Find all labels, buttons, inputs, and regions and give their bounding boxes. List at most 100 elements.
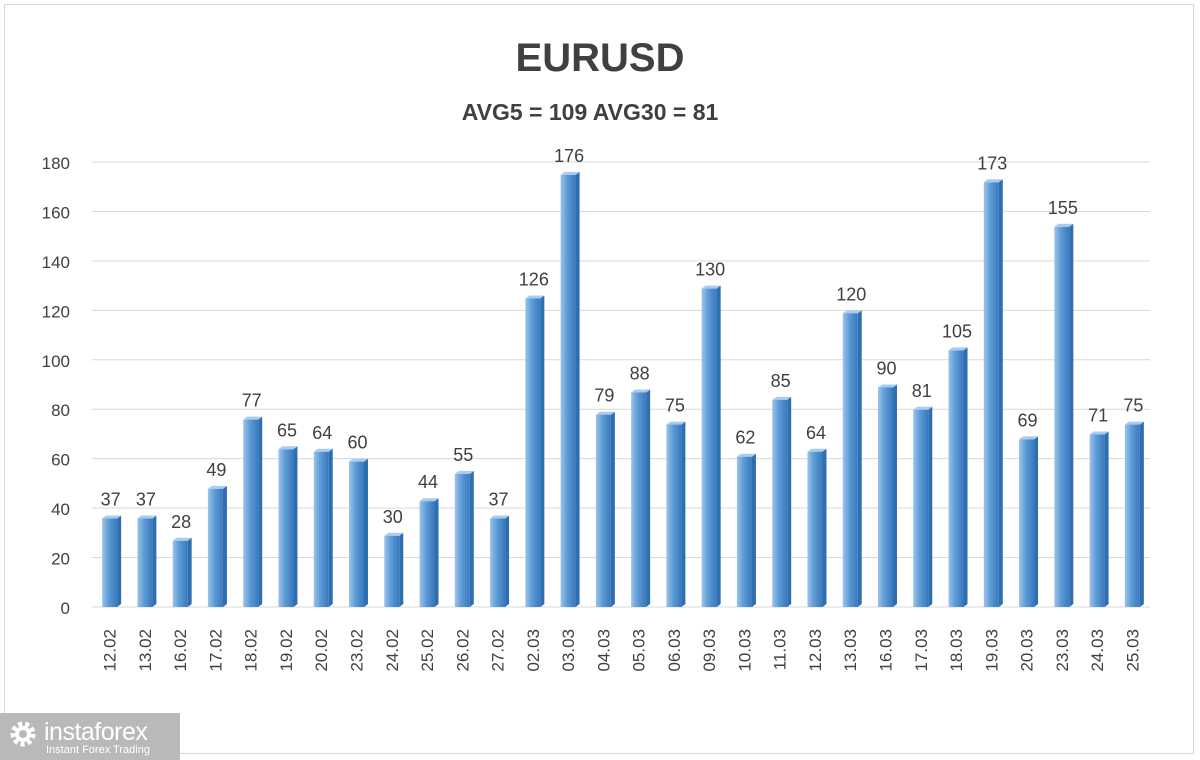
y-tick-label: 80	[51, 401, 70, 420]
data-label: 69	[1018, 410, 1038, 430]
bar	[948, 350, 964, 607]
data-label: 176	[554, 146, 584, 166]
bar-top	[419, 498, 439, 502]
data-label: 28	[171, 512, 191, 532]
brand-name: instaforex	[44, 718, 148, 746]
bar	[102, 518, 118, 607]
data-label: 65	[277, 420, 297, 440]
bar-side	[505, 515, 510, 607]
data-label: 75	[665, 396, 685, 416]
bar-side	[716, 285, 721, 607]
bar-top	[807, 448, 827, 452]
data-label: 105	[942, 321, 972, 341]
bar-side	[1069, 223, 1074, 608]
bar-side	[787, 396, 792, 607]
x-tick-label: 04.03	[594, 629, 613, 672]
x-tick-label: 05.03	[630, 629, 649, 672]
data-label: 30	[383, 507, 403, 527]
data-label: 88	[630, 363, 650, 383]
bar-side	[293, 446, 298, 607]
data-label: 126	[519, 270, 549, 290]
x-tick-label: 19.02	[277, 629, 296, 672]
bar-top	[207, 485, 227, 489]
data-label: 37	[136, 490, 156, 510]
bar-top	[243, 416, 263, 420]
y-tick-label: 100	[42, 352, 70, 371]
data-label: 37	[489, 490, 509, 510]
bar-side	[1034, 436, 1039, 607]
data-label: 64	[806, 423, 826, 443]
bar-top	[137, 515, 157, 519]
x-tick-label: 11.03	[771, 629, 790, 670]
bar	[172, 540, 188, 607]
x-tick-label: 19.03	[982, 629, 1001, 672]
bar-side	[1104, 431, 1109, 607]
x-tick-label: 12.02	[101, 629, 120, 672]
x-tick-label: 13.03	[841, 629, 860, 672]
bar-top	[172, 537, 192, 541]
bar-side	[434, 498, 439, 607]
x-tick-label: 24.02	[383, 629, 402, 672]
x-tick-label: 16.03	[877, 629, 896, 672]
bar	[454, 474, 470, 607]
bar-side	[857, 310, 862, 607]
bar	[983, 182, 999, 608]
bar-side	[998, 179, 1003, 608]
bar	[666, 424, 682, 607]
data-label: 79	[594, 386, 614, 406]
x-tick-label: 27.02	[489, 629, 508, 672]
bar-top	[948, 347, 968, 351]
bar-top	[384, 532, 404, 536]
x-tick-label: 25.03	[1123, 629, 1142, 672]
bar	[701, 288, 717, 607]
x-tick-label: 26.02	[453, 629, 472, 672]
bar-side	[469, 471, 474, 607]
data-label: 90	[876, 359, 896, 379]
bar-side	[399, 532, 404, 607]
data-label: 130	[695, 260, 725, 280]
bar-top	[102, 515, 122, 519]
bar	[631, 392, 647, 607]
bar	[1019, 439, 1035, 607]
data-label: 37	[101, 490, 121, 510]
bar-top	[842, 310, 862, 314]
data-label: 75	[1123, 396, 1143, 416]
bar	[349, 461, 364, 607]
bar	[878, 387, 893, 607]
bar	[207, 488, 223, 607]
bar-top	[278, 446, 298, 450]
bar-side	[646, 389, 651, 607]
bar	[313, 451, 329, 607]
bar-side	[928, 406, 933, 607]
bar-side	[893, 384, 897, 607]
x-tick-label: 09.03	[700, 629, 719, 672]
data-label: 55	[453, 445, 473, 465]
x-tick-label: 02.03	[524, 629, 543, 672]
bar	[525, 298, 541, 607]
bar	[560, 174, 576, 607]
bar	[419, 501, 435, 607]
data-label: 60	[347, 433, 367, 453]
brand-tagline: Instant Forex Trading	[46, 744, 150, 756]
x-tick-label: 23.03	[1053, 629, 1072, 672]
bar-side	[258, 416, 263, 607]
bar	[913, 409, 929, 607]
data-label: 173	[977, 153, 1007, 173]
x-tick-label: 17.03	[912, 629, 931, 672]
bar-top	[736, 453, 756, 457]
data-label: 77	[242, 391, 262, 411]
gear-icon	[10, 721, 36, 747]
chart-subtitle: AVG5 = 109 AVG30 = 81	[461, 99, 719, 125]
bar-side	[1139, 421, 1144, 607]
bar-side	[751, 453, 756, 607]
bar	[736, 456, 752, 607]
bar-side	[152, 515, 157, 607]
bar-top	[701, 285, 721, 289]
bar	[243, 419, 259, 607]
x-tick-label: 03.03	[559, 629, 578, 672]
bar-top	[1019, 436, 1039, 440]
x-tick-label: 18.03	[947, 629, 966, 672]
bar-top	[525, 295, 545, 299]
bar	[278, 449, 294, 607]
